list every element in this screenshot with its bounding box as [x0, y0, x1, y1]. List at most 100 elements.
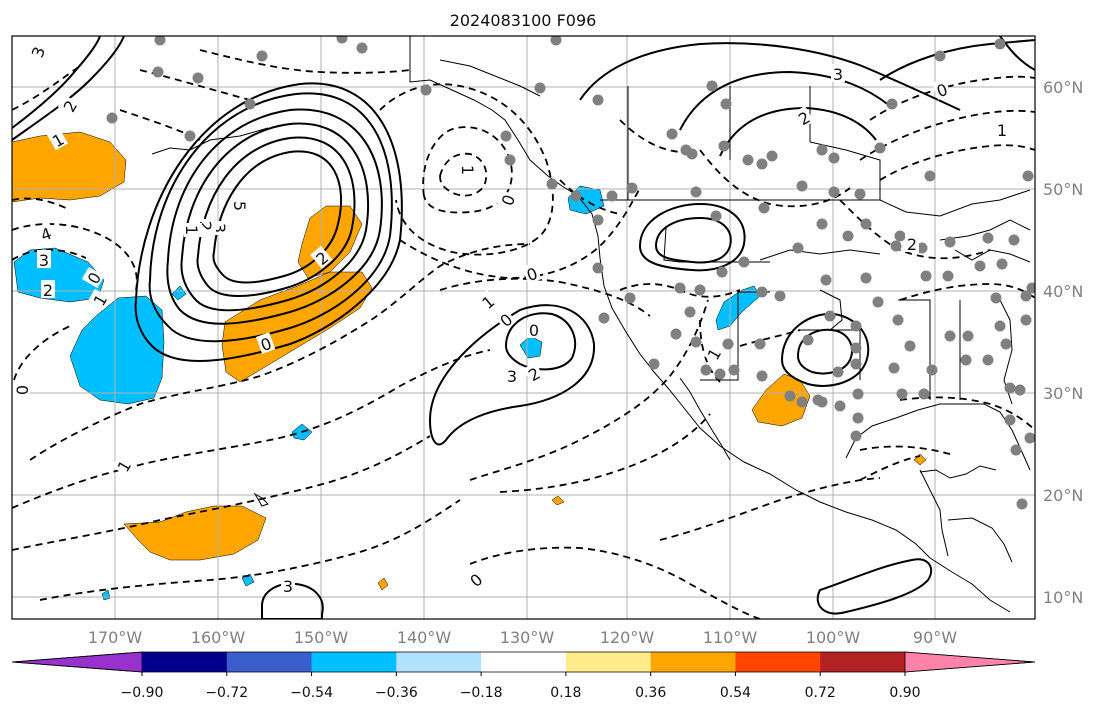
dashed-contour-line — [12, 65, 81, 111]
station-dot — [918, 388, 930, 400]
dashed-contour-line — [399, 187, 641, 279]
station-dot — [154, 36, 166, 46]
longitude-label: 170°W — [88, 628, 143, 647]
station-dot — [1008, 234, 1020, 246]
colorbar-tick-label: −0.54 — [290, 685, 333, 701]
station-dot — [684, 306, 696, 318]
station-dot — [592, 94, 604, 106]
latitude-label: 20°N — [1043, 486, 1083, 505]
colorbar-tick-label: 0.54 — [720, 685, 751, 701]
station-dot — [850, 430, 862, 442]
colorbar-extend-min — [11, 651, 143, 673]
station-dot — [184, 130, 196, 142]
contour-label-halo — [701, 342, 725, 365]
station-dot — [832, 366, 844, 378]
station-dot — [996, 258, 1008, 270]
station-dot — [820, 274, 832, 286]
coastline-segment — [679, 377, 731, 461]
station-dot — [1020, 290, 1032, 302]
latitude-label: 40°N — [1043, 282, 1083, 301]
dashed-contour-line — [39, 499, 461, 601]
longitude-label: 160°W — [191, 628, 246, 647]
station-dot — [894, 230, 906, 242]
station-dot — [106, 112, 118, 124]
station-dot — [648, 358, 660, 370]
dashed-contour-line — [12, 349, 491, 509]
station-dot — [1010, 444, 1022, 456]
coastline-segment — [919, 465, 997, 479]
station-dot — [892, 314, 904, 326]
map-title: 2024083100 F096 — [450, 11, 597, 30]
station-dot — [850, 320, 862, 332]
station-dot — [852, 388, 864, 400]
anomaly-fill-layer — [12, 131, 927, 601]
coastline-segment — [663, 227, 770, 263]
station-dot — [886, 98, 898, 110]
station-dot — [934, 50, 946, 62]
contour-label-halo — [310, 245, 333, 269]
station-dot — [728, 364, 740, 376]
station-dot — [796, 180, 808, 192]
station-dot — [816, 218, 828, 230]
contour-label: 0 — [13, 385, 32, 395]
solid-contour-line — [579, 42, 961, 111]
longitude-labels: 170°W 160°W 150°W 140°W 130°W 120°W 110°W 100°W… — [88, 628, 957, 647]
dashed-contour-line — [439, 152, 488, 197]
station-dot — [824, 310, 836, 322]
station-dot — [256, 50, 268, 62]
station-dot — [874, 142, 886, 154]
contour-label-halo — [46, 127, 69, 151]
station-dot — [606, 190, 618, 202]
station-dot — [1016, 498, 1028, 510]
station-dot — [754, 338, 766, 350]
dashed-contour-line — [859, 455, 921, 481]
dashed-contour-line — [499, 413, 711, 493]
solid-contour-line — [180, 122, 370, 312]
contour-label-halo — [281, 576, 295, 594]
contour-label-halo — [12, 383, 30, 397]
coastline-segment — [939, 219, 1031, 241]
station-dot — [758, 202, 770, 214]
solid-contour-line — [796, 328, 853, 375]
dashed-contour-line — [619, 119, 681, 153]
station-dot — [896, 388, 908, 400]
colorbar-extend-max — [904, 651, 1036, 673]
dashed-contour-line — [12, 223, 138, 291]
station-dot — [792, 242, 804, 254]
station-dot — [700, 364, 712, 376]
station-dot — [888, 362, 900, 374]
solid-contour-line — [780, 312, 870, 387]
contour-label-halo — [496, 190, 518, 210]
station-dot — [670, 328, 682, 340]
positive-anomaly-region — [123, 505, 267, 561]
station-dot — [336, 36, 348, 44]
station-dot — [500, 130, 512, 142]
contour-label-halo — [522, 361, 545, 385]
station-dot — [850, 342, 862, 354]
station-dot — [546, 178, 558, 190]
station-dot — [982, 232, 994, 244]
station-dot — [916, 242, 928, 254]
dashed-contour-line — [12, 249, 87, 261]
station-dot — [1024, 432, 1035, 444]
dashed-contour-line — [899, 283, 1035, 301]
coastline-segment — [947, 517, 1013, 563]
dashed-contour-line — [12, 435, 431, 551]
longitude-label: 90°W — [913, 628, 957, 647]
station-dot — [924, 170, 936, 182]
dashed-contour-line — [12, 197, 71, 211]
contour-label-halo — [460, 163, 478, 177]
station-dot — [504, 154, 516, 166]
station-dot — [598, 312, 610, 324]
contour-label-halo — [464, 567, 487, 591]
coastline-segment — [439, 59, 541, 97]
station-dot — [828, 152, 840, 164]
dashed-contour-line — [839, 199, 991, 260]
contour-label-halo — [81, 266, 105, 289]
contour-label-halo — [522, 262, 542, 284]
station-dot-layer — [106, 36, 1035, 510]
colorbar-swatch — [735, 652, 821, 672]
station-dot — [720, 98, 732, 110]
contour-label-halo — [198, 219, 216, 233]
